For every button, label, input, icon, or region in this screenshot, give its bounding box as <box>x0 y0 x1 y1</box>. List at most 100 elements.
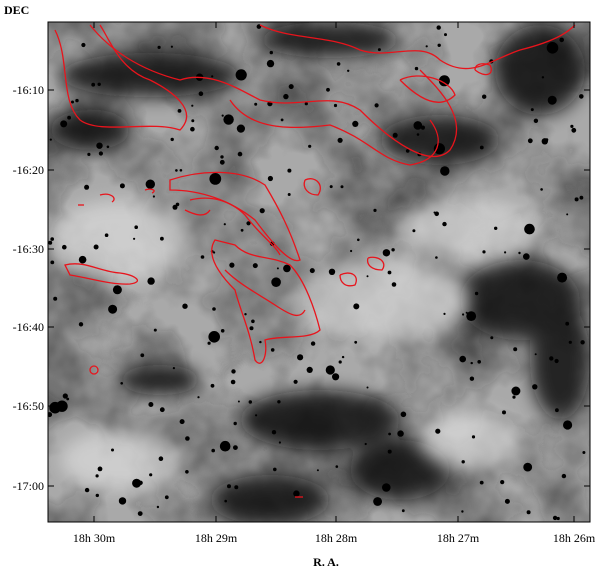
star <box>179 169 183 172</box>
star <box>266 59 275 68</box>
star <box>433 143 445 155</box>
star <box>240 228 244 232</box>
star <box>570 124 574 128</box>
star <box>252 263 258 269</box>
star <box>579 94 584 99</box>
star <box>579 195 584 200</box>
star <box>160 236 164 241</box>
star <box>248 400 252 404</box>
star <box>316 469 319 472</box>
star <box>554 358 559 364</box>
star <box>87 152 91 156</box>
star <box>397 430 404 437</box>
star <box>364 442 367 446</box>
star <box>435 428 441 434</box>
star <box>555 408 559 413</box>
star <box>182 303 188 309</box>
star <box>84 184 90 190</box>
star <box>283 264 291 273</box>
star <box>170 45 173 48</box>
star <box>444 33 447 37</box>
star <box>477 360 482 364</box>
star <box>391 248 395 252</box>
star <box>95 474 99 478</box>
star <box>502 410 506 415</box>
star <box>172 367 175 370</box>
star <box>328 268 336 275</box>
star <box>152 195 155 198</box>
star <box>164 495 169 500</box>
star <box>185 436 190 441</box>
star <box>341 355 345 359</box>
star <box>78 255 87 264</box>
star <box>466 311 477 321</box>
star <box>50 237 54 241</box>
star <box>220 155 224 159</box>
star <box>230 379 236 385</box>
star <box>297 354 304 361</box>
star <box>233 445 238 450</box>
star <box>177 109 182 113</box>
star <box>140 353 145 358</box>
star <box>170 137 174 142</box>
star <box>309 268 315 274</box>
star <box>518 251 521 255</box>
star <box>149 473 153 477</box>
star <box>412 229 416 233</box>
star <box>549 356 554 361</box>
star <box>119 183 125 189</box>
star <box>269 50 273 55</box>
star <box>231 369 236 374</box>
star <box>95 493 100 498</box>
star <box>326 87 330 92</box>
star <box>134 225 138 229</box>
star <box>277 400 281 404</box>
x-tick-label: 18h 26m <box>553 531 596 545</box>
star <box>271 277 281 288</box>
star <box>442 221 447 227</box>
star <box>416 133 420 136</box>
plot-frame <box>47 21 591 523</box>
star <box>482 94 487 99</box>
star <box>304 102 308 106</box>
star <box>259 208 265 214</box>
star <box>366 275 369 278</box>
star <box>145 179 155 189</box>
star <box>571 127 577 133</box>
star <box>566 213 569 216</box>
star <box>377 48 381 52</box>
star <box>392 132 398 138</box>
star <box>207 341 211 345</box>
star <box>354 340 358 344</box>
star <box>333 103 338 108</box>
star <box>387 449 392 454</box>
star <box>337 137 343 143</box>
star <box>148 402 154 407</box>
star <box>200 255 205 259</box>
star <box>443 312 446 315</box>
star <box>374 103 379 108</box>
star <box>336 62 341 66</box>
star <box>425 45 428 48</box>
star <box>132 478 142 488</box>
y-tick-label: -16:20 <box>13 163 44 177</box>
star <box>214 145 219 151</box>
star <box>545 138 549 142</box>
star <box>156 505 160 509</box>
star <box>479 145 484 150</box>
star <box>71 100 74 104</box>
star <box>197 396 200 399</box>
star <box>270 348 275 352</box>
star <box>185 470 189 474</box>
star <box>335 465 339 468</box>
star <box>191 119 195 123</box>
star <box>547 95 557 105</box>
star <box>494 226 498 230</box>
star <box>332 373 340 381</box>
star <box>179 419 185 425</box>
star <box>249 326 254 331</box>
star <box>172 204 178 210</box>
star <box>237 400 240 403</box>
star <box>482 250 486 254</box>
star <box>157 45 161 50</box>
